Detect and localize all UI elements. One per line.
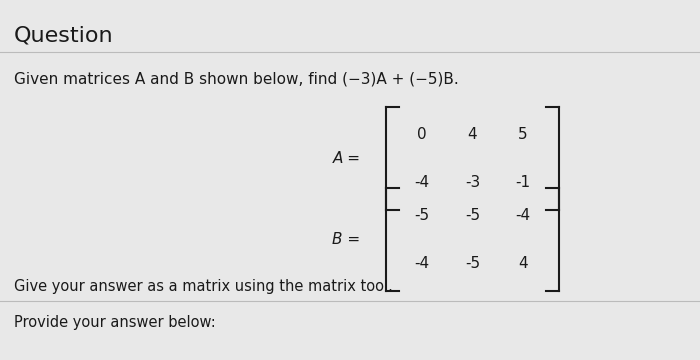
Text: -4: -4: [414, 256, 430, 271]
Text: 0: 0: [417, 127, 427, 141]
Text: Give your answer as a matrix using the matrix tool.: Give your answer as a matrix using the m…: [14, 279, 393, 294]
Text: -1: -1: [515, 175, 531, 190]
Text: 5: 5: [518, 127, 528, 141]
Text: Question: Question: [14, 25, 113, 45]
Text: Provide your answer below:: Provide your answer below:: [14, 315, 216, 330]
Text: -4: -4: [515, 208, 531, 222]
Text: 4: 4: [518, 256, 528, 271]
Text: -5: -5: [414, 208, 430, 222]
Text: -4: -4: [414, 175, 430, 190]
Text: -5: -5: [465, 208, 480, 222]
Text: A =: A =: [332, 151, 360, 166]
Text: B =: B =: [332, 232, 360, 247]
Text: -3: -3: [465, 175, 480, 190]
Text: Given matrices A and B shown below, find (−3)A + (−5)B.: Given matrices A and B shown below, find…: [14, 72, 458, 87]
Text: -5: -5: [465, 256, 480, 271]
Text: 4: 4: [468, 127, 477, 141]
